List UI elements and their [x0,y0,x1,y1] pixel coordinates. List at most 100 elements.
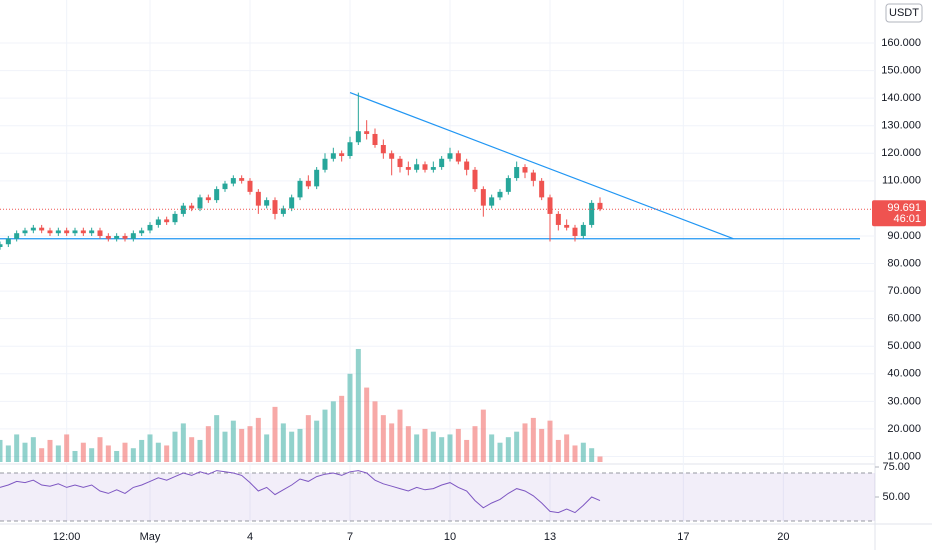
candle-body [264,200,270,206]
volume-bar [289,431,295,462]
volume-bar [97,437,103,462]
candle-body [397,158,403,168]
volume-bar [347,373,353,462]
candle-body [289,197,295,209]
volume-bar [422,428,428,462]
candle-body [364,131,370,134]
candle-body [555,213,561,225]
volume-bar [30,437,36,462]
volume-bar [47,439,53,462]
volume-bar [580,442,586,462]
x-tick-label: 12:00 [53,531,81,543]
volume-bar [464,439,470,462]
volume-bar [297,428,303,462]
volume-bar [89,448,95,462]
candle-body [497,191,503,198]
volume-bar [55,445,61,462]
volume-bar [314,420,320,462]
volume-bar [555,439,561,462]
candle-body [347,142,353,157]
candle-body [14,233,20,239]
volume-bar [64,434,70,462]
y-tick-label: 30.000 [887,395,921,407]
candle-body [355,131,361,143]
candle-body [330,153,336,159]
volume-bar [139,439,145,462]
y-tick-label: 20.000 [887,423,921,435]
volume-bar [164,445,170,462]
y-tick-label: 110.000 [882,175,921,187]
volume-bar [122,442,128,462]
y-tick-label: 90.000 [887,230,921,242]
candle-body [197,197,203,209]
volume-bar [364,387,370,462]
volume-bar [572,445,578,462]
y-tick-label: 120.000 [881,147,921,159]
volume-bar [322,409,328,462]
candle-body [339,153,345,157]
candle-body [97,230,103,236]
volume-bar [280,423,286,462]
volume-bar [180,423,186,462]
candle-body [255,191,261,206]
candle-body [272,200,278,214]
volume-bar [80,442,86,462]
candle-body [480,189,486,206]
candle-body [222,183,228,190]
candle-body [464,161,470,170]
trendline [349,92,734,240]
candle-body [214,189,220,201]
volume-bar [430,431,436,462]
volume-bar [155,442,161,462]
candle-body [105,235,111,239]
candle-body [489,197,495,206]
volume-bar [439,437,445,462]
candle-body [47,230,53,234]
candle-body [297,180,303,198]
volume-bar [172,431,178,462]
candle-body [189,205,195,209]
candle-body [314,169,320,187]
volume-bar [130,448,136,462]
rsi-tick-label: 75.00 [882,461,910,473]
volume-bar [505,437,511,462]
volume-bar [489,434,495,462]
volume-bar [514,431,520,462]
candle-body [447,153,453,159]
candle-body [130,233,136,239]
volume-bar [597,456,603,462]
candle-body [514,167,520,179]
volume-bar [14,434,20,462]
candle-body [114,235,120,239]
candle-body [564,224,570,228]
volume-bar [330,401,336,462]
candle-body [155,219,161,225]
last-price-box [872,200,926,227]
volume-bar [339,395,345,462]
candle-body [572,227,578,236]
volume-bar [522,423,528,462]
volume-bar [272,406,278,462]
candle-body [522,167,528,173]
volume-bar [480,409,486,462]
volume-bar [405,426,411,462]
volume-bar [530,417,536,462]
rsi-band [0,473,875,521]
x-tick-label: 20 [777,531,789,543]
volume-bar [305,415,311,462]
y-tick-label: 80.000 [887,257,921,269]
candle-body [247,180,253,192]
volume-bar [264,434,270,462]
volume-bar [447,434,453,462]
y-tick-label: 140.000 [881,92,921,104]
candle-body [547,197,553,214]
candle-body [580,224,586,236]
rsi-line [0,470,601,514]
x-tick-label: 13 [544,531,556,543]
currency-box[interactable] [885,3,923,23]
candle-body [72,230,78,234]
candle-body [180,205,186,214]
candle-body [39,227,45,231]
